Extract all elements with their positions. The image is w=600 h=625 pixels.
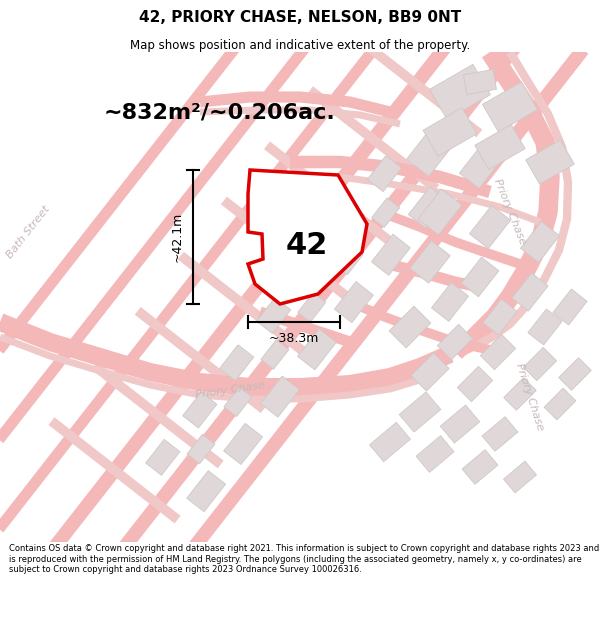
Polygon shape xyxy=(248,170,367,304)
Polygon shape xyxy=(423,107,477,156)
Polygon shape xyxy=(298,329,337,370)
Text: Priory Chase: Priory Chase xyxy=(514,362,545,432)
Polygon shape xyxy=(367,156,401,192)
Text: Bath Street: Bath Street xyxy=(4,204,52,260)
Polygon shape xyxy=(418,189,462,235)
Text: Priory Chase: Priory Chase xyxy=(492,177,528,246)
Polygon shape xyxy=(469,206,511,249)
Polygon shape xyxy=(559,357,591,390)
Polygon shape xyxy=(260,376,299,417)
Polygon shape xyxy=(224,423,263,464)
Polygon shape xyxy=(409,187,447,228)
Polygon shape xyxy=(482,417,518,451)
Polygon shape xyxy=(371,198,400,228)
Polygon shape xyxy=(370,422,410,462)
Polygon shape xyxy=(399,392,441,432)
Polygon shape xyxy=(520,221,560,262)
Polygon shape xyxy=(523,348,557,381)
Polygon shape xyxy=(261,340,289,369)
Text: 42, PRIORY CHASE, NELSON, BB9 0NT: 42, PRIORY CHASE, NELSON, BB9 0NT xyxy=(139,11,461,26)
Text: ~832m²/~0.206ac.: ~832m²/~0.206ac. xyxy=(104,102,336,122)
Polygon shape xyxy=(504,378,536,410)
Polygon shape xyxy=(481,334,515,369)
Polygon shape xyxy=(187,471,226,512)
Polygon shape xyxy=(182,392,217,428)
Polygon shape xyxy=(298,292,326,322)
Polygon shape xyxy=(475,124,525,169)
Polygon shape xyxy=(389,306,431,348)
Text: ~42.1m: ~42.1m xyxy=(170,212,184,262)
Polygon shape xyxy=(440,405,480,443)
Polygon shape xyxy=(411,353,449,391)
Polygon shape xyxy=(430,64,490,119)
Text: Contains OS data © Crown copyright and database right 2021. This information is : Contains OS data © Crown copyright and d… xyxy=(9,544,599,574)
Polygon shape xyxy=(431,282,469,321)
Polygon shape xyxy=(293,250,328,286)
Polygon shape xyxy=(187,434,215,464)
Polygon shape xyxy=(526,140,574,184)
Text: 42: 42 xyxy=(286,231,328,260)
Polygon shape xyxy=(257,298,291,334)
Polygon shape xyxy=(553,289,587,325)
Polygon shape xyxy=(416,436,454,472)
Text: Priory Chase: Priory Chase xyxy=(194,380,265,400)
Polygon shape xyxy=(503,461,536,493)
Polygon shape xyxy=(512,273,548,311)
Polygon shape xyxy=(483,299,517,335)
Polygon shape xyxy=(457,366,493,402)
Polygon shape xyxy=(437,324,473,359)
Polygon shape xyxy=(146,439,180,475)
Polygon shape xyxy=(482,82,538,132)
Polygon shape xyxy=(528,309,562,345)
Polygon shape xyxy=(463,69,497,94)
Polygon shape xyxy=(407,127,454,176)
Polygon shape xyxy=(410,241,450,283)
Polygon shape xyxy=(371,234,410,276)
Polygon shape xyxy=(220,345,254,381)
Polygon shape xyxy=(461,258,499,297)
Polygon shape xyxy=(544,388,576,420)
Polygon shape xyxy=(335,245,363,275)
Polygon shape xyxy=(462,450,498,484)
Text: Map shows position and indicative extent of the property.: Map shows position and indicative extent… xyxy=(130,39,470,52)
Text: ~38.3m: ~38.3m xyxy=(269,331,319,344)
Polygon shape xyxy=(334,281,373,322)
Polygon shape xyxy=(460,146,500,189)
Polygon shape xyxy=(224,387,252,416)
Polygon shape xyxy=(331,203,365,239)
